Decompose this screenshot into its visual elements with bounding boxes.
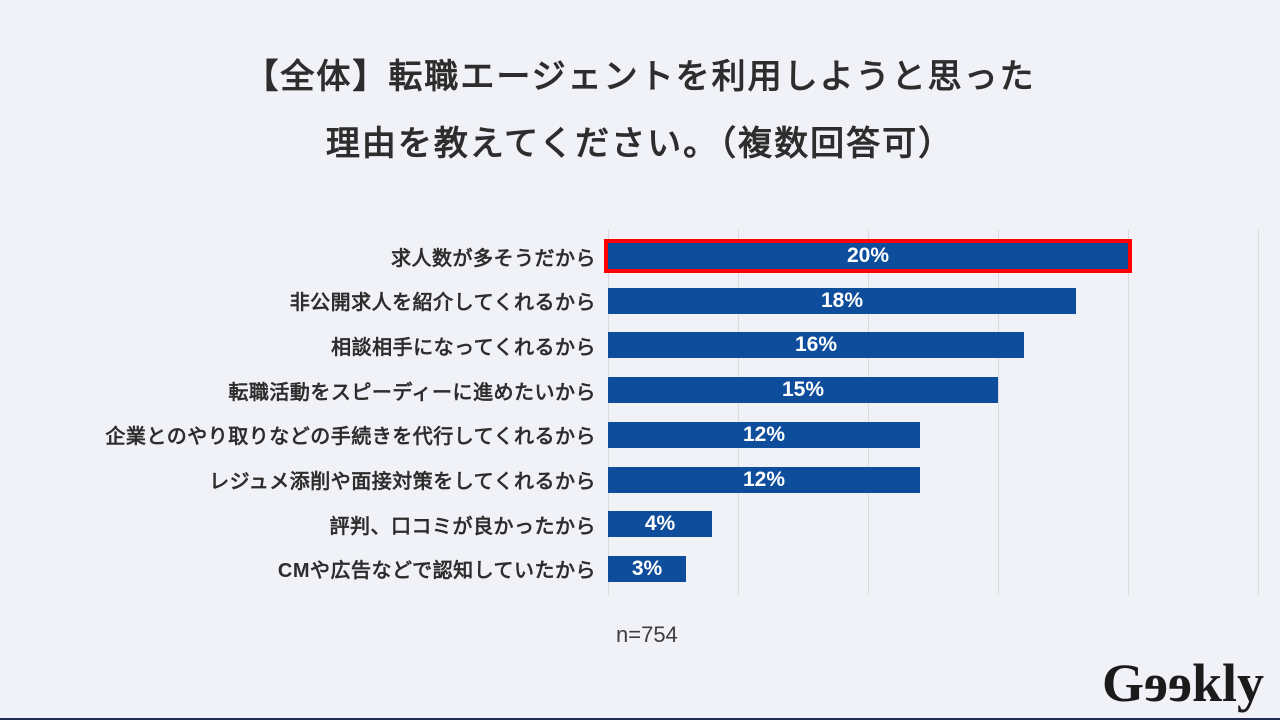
bar: 12%: [608, 421, 920, 448]
category-label: 非公開求人を紹介してくれるから: [289, 292, 596, 315]
gridline: [1128, 230, 1129, 595]
gridline: [1258, 230, 1259, 595]
bar-value-label: 12%: [742, 422, 786, 446]
bar: 4%: [608, 511, 712, 538]
chart-title: 【全体】転職エージェントを利用しようと思った 理由を教えてください。（複数回答可…: [0, 44, 1280, 178]
bar: 12%: [608, 466, 920, 493]
category-label: 求人数が多そうだから: [391, 247, 596, 270]
sample-size-note: n=754: [616, 622, 678, 647]
bar-value-label: 4%: [644, 512, 676, 536]
gridline: [868, 230, 869, 595]
gridline: [738, 230, 739, 595]
category-label: レジュメ添削や面接対策をしてくれるから: [209, 471, 596, 493]
bar-value-label: 15%: [781, 378, 825, 402]
bar-value-label: 18%: [820, 288, 864, 312]
bar: 3%: [608, 555, 686, 582]
chart-title-line1: 【全体】転職エージェントを利用しようと思った: [244, 58, 1036, 96]
gridline: [998, 230, 999, 595]
category-label: 転職活動をスピーディーに進めたいから: [228, 381, 596, 404]
bar-value-label: 20%: [846, 244, 890, 267]
bar: 16%: [608, 332, 1024, 359]
logo-letters-kly: kly: [1191, 653, 1264, 713]
category-label: CMや広告などで認知していたから: [277, 560, 596, 583]
bar-highlighted: 20%: [604, 239, 1132, 273]
logo-mirrored-ee: ee: [1144, 653, 1192, 713]
bottom-accent-bar: [0, 718, 1280, 720]
gridline: [608, 230, 609, 595]
chart-title-line2: 理由を教えてください。（複数回答可）: [325, 125, 955, 163]
bar: 15%: [608, 377, 998, 404]
bar-value-label: 3%: [631, 556, 663, 580]
geekly-logo: Geekly: [1102, 653, 1264, 713]
logo-letter-g: G: [1102, 653, 1145, 713]
plot-area: 20% 18% 16% 15% 12% 12% 4% 3%: [604, 230, 1259, 595]
bar-value-label: 12%: [742, 467, 786, 491]
category-label: 評判、口コミが良かったから: [329, 515, 596, 538]
category-label: 企業とのやり取りなどの手続きを代行してくれるから: [105, 426, 596, 449]
category-label: 相談相手になってくれるから: [331, 336, 596, 359]
bar-value-label: 16%: [794, 333, 838, 357]
bar: 18%: [608, 287, 1076, 314]
